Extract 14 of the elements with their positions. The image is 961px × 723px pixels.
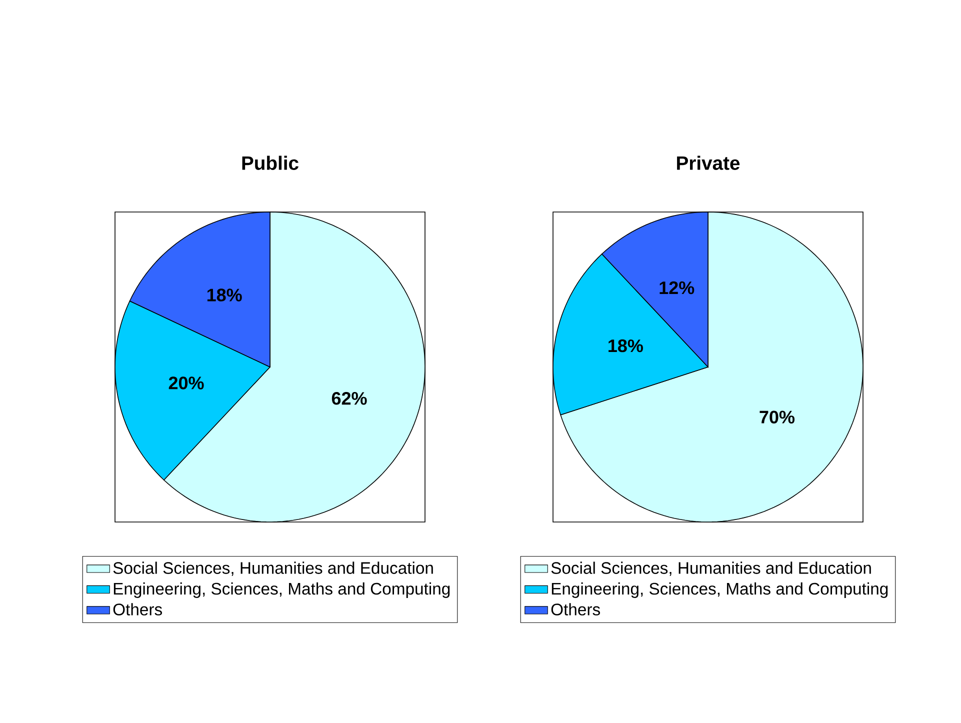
legend-label: Engineering, Sciences, Maths and Computing bbox=[552, 582, 888, 598]
legend-label: Others bbox=[551, 603, 600, 616]
chart-title: Public bbox=[242, 156, 298, 170]
data-label: 20% bbox=[168, 376, 204, 390]
data-label: 12% bbox=[660, 281, 694, 294]
chart-title: Private bbox=[677, 156, 740, 170]
data-label: 70% bbox=[760, 410, 795, 424]
data-label: 62% bbox=[332, 392, 367, 405]
legend-label: Engineering, Sciences, Maths and Computing bbox=[114, 582, 450, 598]
data-label: 18% bbox=[608, 339, 643, 352]
data-label: 18% bbox=[207, 288, 242, 302]
legend-label: Social Sciences, Humanities and Education bbox=[113, 562, 433, 576]
legend-label: Social Sciences, Humanities and Education bbox=[551, 562, 871, 576]
legend-label: Others bbox=[113, 603, 162, 616]
